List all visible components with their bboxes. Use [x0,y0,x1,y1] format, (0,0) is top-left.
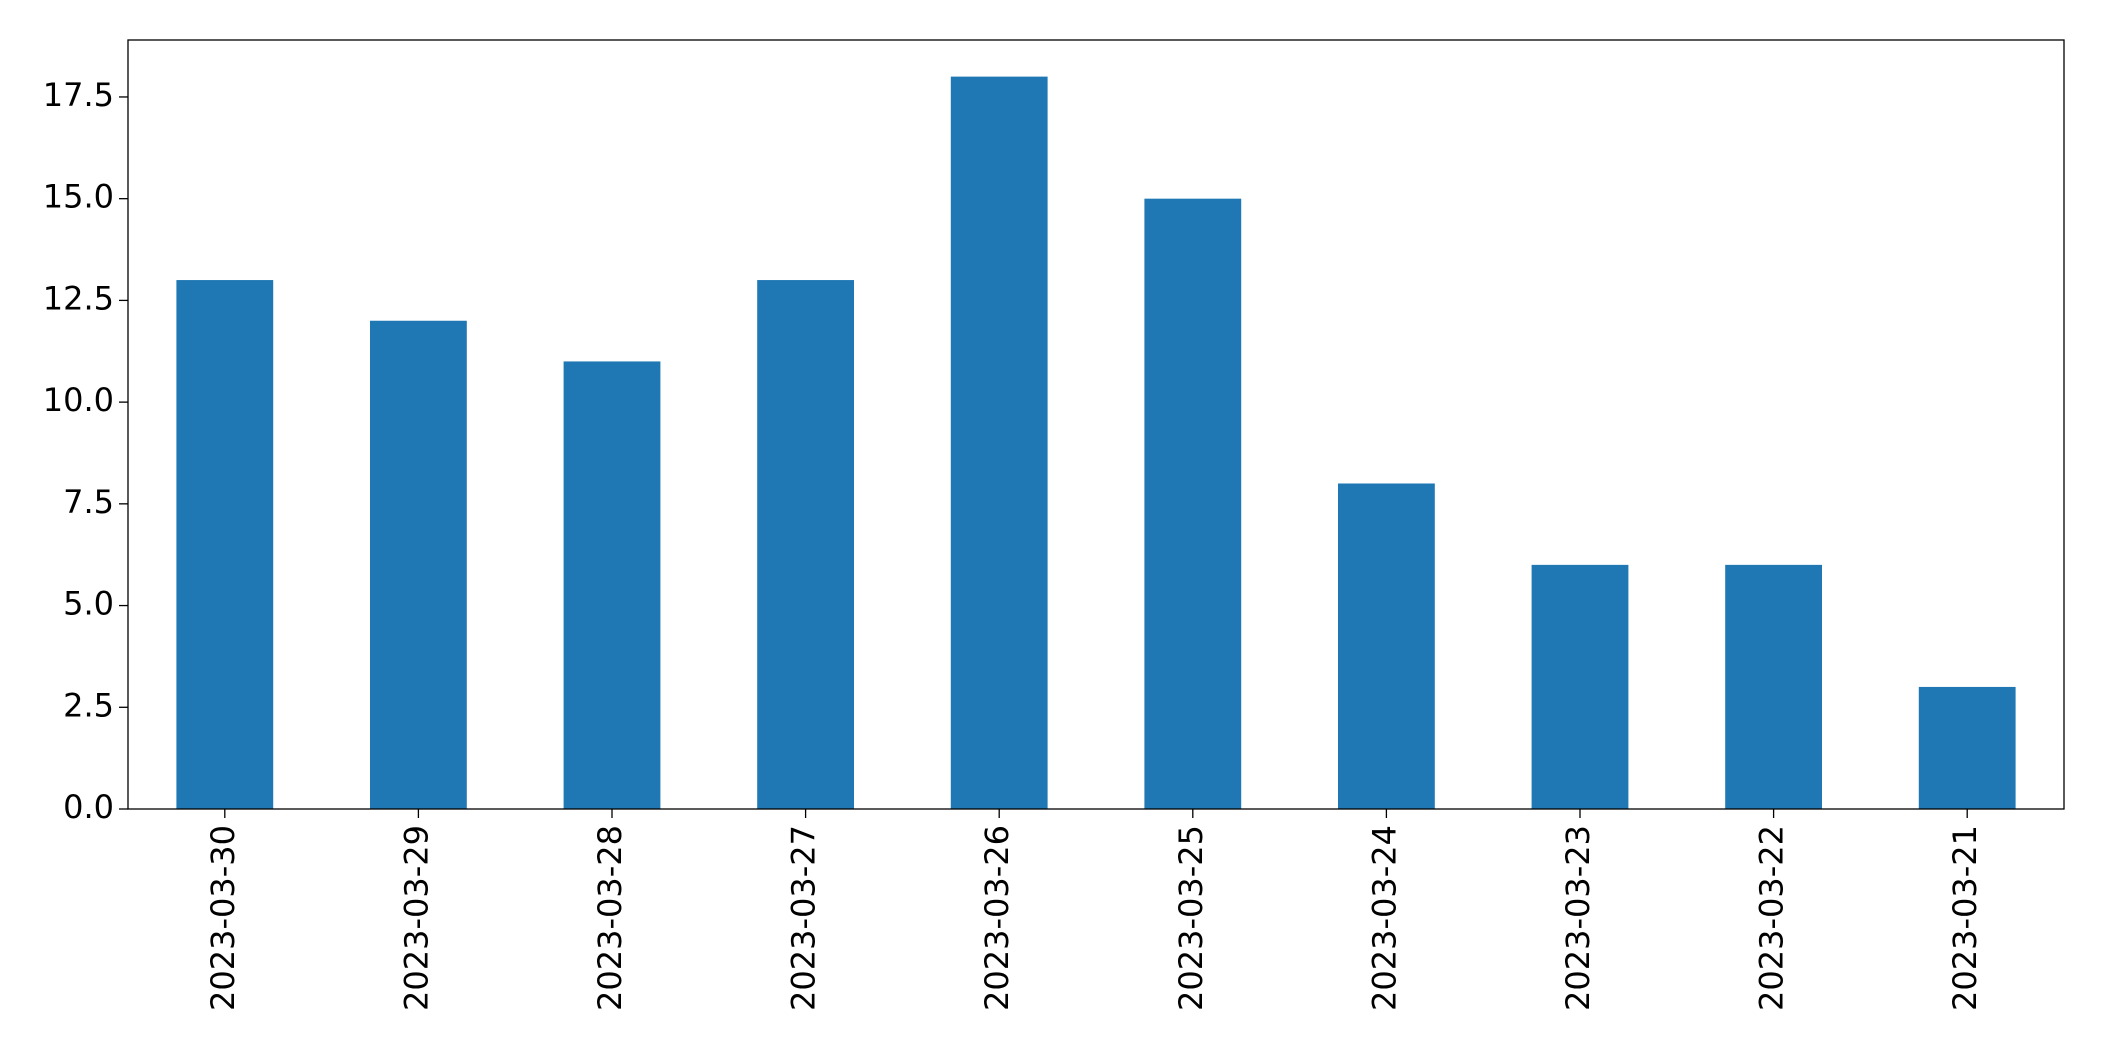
y-tick-label: 7.5 [63,483,114,521]
y-tick-label: 0.0 [63,788,114,826]
x-tick-label: 2023-03-29 [397,825,435,1011]
x-tick-label: 2023-03-24 [1365,825,1403,1011]
y-tick-label: 10.0 [43,381,114,419]
x-tick-label: 2023-03-27 [785,825,823,1011]
x-tick-label: 2023-03-21 [1946,825,1984,1011]
y-tick-label: 17.5 [43,76,114,114]
bar [950,76,1048,810]
x-tick-label: 2023-03-23 [1559,825,1597,1011]
x-tick-label: 2023-03-25 [1172,825,1210,1011]
bar [370,320,467,809]
bar [757,280,854,809]
x-tick-label: 2023-03-30 [204,825,242,1011]
bar [1144,198,1242,809]
y-tick-label: 2.5 [63,686,114,724]
y-tick-label: 12.5 [43,279,114,317]
y-tick-label: 5.0 [63,585,114,623]
plot-frame [127,39,2065,810]
bar [176,280,274,809]
bar [1918,686,2016,809]
x-tick-label: 2023-03-22 [1753,825,1791,1011]
y-tick-label: 15.0 [43,178,114,216]
bar [1338,483,1435,809]
bar [1725,564,1822,809]
bar [1531,564,1629,809]
bar [563,361,661,809]
x-tick-label: 2023-03-28 [591,825,629,1011]
x-tick-label: 2023-03-26 [978,825,1016,1011]
